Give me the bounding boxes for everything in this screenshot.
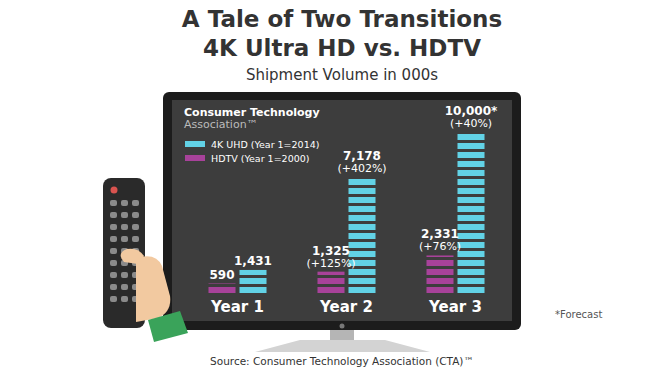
tv-neck xyxy=(330,330,354,340)
remote-power xyxy=(111,187,118,194)
remote-button xyxy=(121,236,128,242)
data-label: 2,331 xyxy=(421,227,459,241)
legend-swatch xyxy=(185,141,205,147)
data-label: 1,325 xyxy=(312,244,350,258)
remote-button xyxy=(110,260,117,266)
remote-button xyxy=(121,224,128,230)
remote-button xyxy=(110,272,117,278)
data-label: 590 xyxy=(209,268,234,282)
sleeve xyxy=(148,311,188,342)
legend-label: HDTV (Year 1=2000) xyxy=(211,153,310,164)
data-label: 10,000* xyxy=(445,104,498,118)
bar xyxy=(458,132,485,293)
remote-button xyxy=(121,272,128,278)
change-label: (+76%) xyxy=(419,240,461,253)
remote-button xyxy=(110,296,117,302)
hand xyxy=(136,256,170,322)
data-labels: 590 (+125%)1,325 (+76%)2,331 1,431 (+402%)7,… xyxy=(209,104,498,282)
bar xyxy=(240,270,267,293)
unit-label: Shipment Volume in 000s xyxy=(246,66,438,84)
remote-button xyxy=(110,236,117,242)
legend-label: 4K UHD (Year 1=2014) xyxy=(211,139,319,150)
thumb xyxy=(121,249,144,264)
remote-button xyxy=(121,284,128,290)
x-tick-label: Year 3 xyxy=(428,298,482,316)
remote-button xyxy=(110,224,117,230)
bars xyxy=(209,132,485,293)
subtitle: 4K Ultra HD vs. HDTV xyxy=(203,35,481,61)
bar xyxy=(209,284,236,293)
source: Source: Consumer Technology Association … xyxy=(210,355,474,367)
data-label: 7,178 xyxy=(343,149,381,163)
data-label: 1,431 xyxy=(234,254,272,268)
bar xyxy=(318,272,345,293)
legend-swatch xyxy=(185,155,205,161)
tv-button xyxy=(340,324,345,329)
legend: 4K UHD (Year 1=2014) HDTV (Year 1=2000) xyxy=(185,139,319,164)
chart-svg: A Tale of Two Transitions 4K Ultra HD vs.… xyxy=(0,0,650,370)
remote-button xyxy=(132,236,139,242)
chart-root: A Tale of Two Transitions 4K Ultra HD vs.… xyxy=(0,0,650,370)
remote-button xyxy=(121,200,128,206)
remote-button xyxy=(110,200,117,206)
bar xyxy=(427,255,454,293)
x-tick-label: Year 1 xyxy=(210,298,264,316)
tv-screen xyxy=(172,100,512,321)
remote-button xyxy=(132,212,139,218)
remote-button xyxy=(121,296,128,302)
remote-button xyxy=(110,284,117,290)
logo-line: Association™ xyxy=(184,118,258,131)
remote-button xyxy=(110,212,117,218)
remote-button xyxy=(132,200,139,206)
remote-button xyxy=(110,248,117,254)
x-tick-label: Year 2 xyxy=(319,298,373,316)
remote-button xyxy=(132,224,139,230)
tv-base xyxy=(255,340,430,352)
title: A Tale of Two Transitions xyxy=(182,6,502,32)
note: *Forecast xyxy=(555,309,602,320)
change-label: (+40%) xyxy=(450,117,492,130)
remote-button xyxy=(121,212,128,218)
change-label: (+402%) xyxy=(337,162,386,175)
tv-frame xyxy=(163,92,521,330)
change-label: (+125%) xyxy=(306,257,355,270)
bar xyxy=(349,177,376,293)
